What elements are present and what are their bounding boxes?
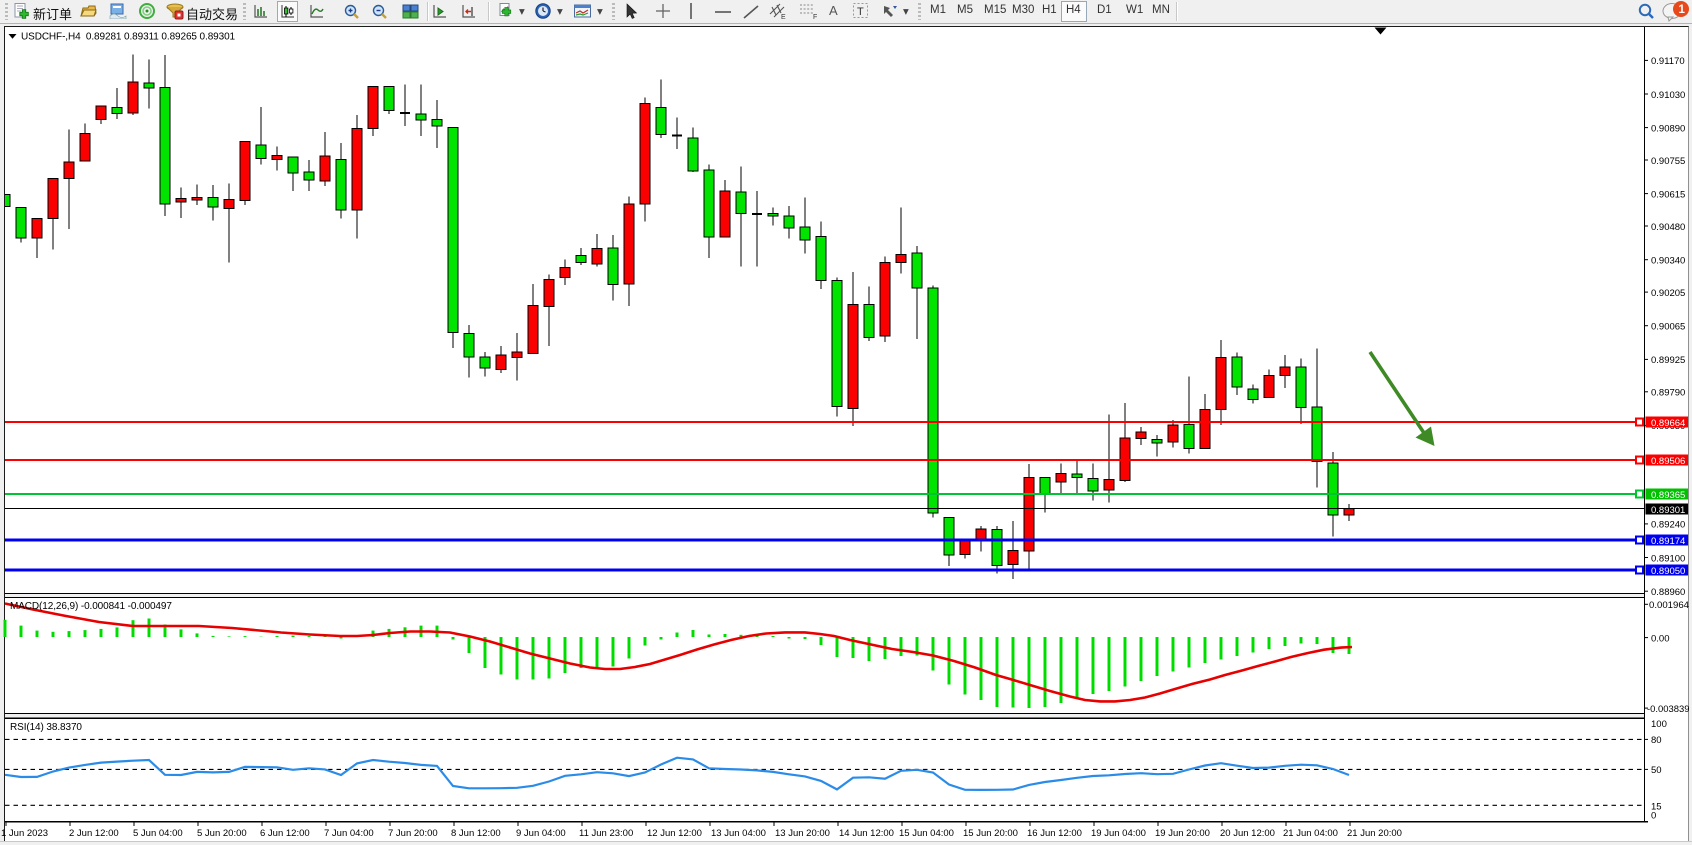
svg-text:12 Jun 12:00: 12 Jun 12:00 [647,828,702,839]
svg-text:0.90755: 0.90755 [1651,156,1685,167]
svg-text:0.90205: 0.90205 [1651,288,1685,299]
svg-text:21 Jun 04:00: 21 Jun 04:00 [1283,828,1338,839]
svg-text:1: 1 [1679,4,1686,16]
svg-text:15 Jun 20:00: 15 Jun 20:00 [963,828,1018,839]
svg-text:6 Jun 12:00: 6 Jun 12:00 [260,828,310,839]
svg-text:14 Jun 12:00: 14 Jun 12:00 [839,828,894,839]
svg-text:1 Jun 2023: 1 Jun 2023 [1,828,48,839]
svg-text:15 Jun 04:00: 15 Jun 04:00 [899,828,954,839]
svg-text:0: 0 [1651,810,1656,821]
svg-text:19 Jun 20:00: 19 Jun 20:00 [1155,828,1210,839]
svg-text:0.90890: 0.90890 [1651,123,1685,134]
svg-text:13 Jun 20:00: 13 Jun 20:00 [775,828,830,839]
svg-text:0.89365: 0.89365 [1651,490,1685,501]
svg-text:5 Jun 20:00: 5 Jun 20:00 [197,828,247,839]
svg-text:0.00: 0.00 [1651,633,1670,644]
svg-text:T: T [857,6,864,18]
svg-text:0.91030: 0.91030 [1651,90,1685,101]
svg-text:0.89790: 0.89790 [1651,388,1685,399]
svg-text:RSI(14) 38.8370: RSI(14) 38.8370 [10,722,82,733]
svg-text:20 Jun 12:00: 20 Jun 12:00 [1220,828,1275,839]
svg-text:0.89664: 0.89664 [1651,418,1685,429]
svg-text:0.001964: 0.001964 [1649,600,1689,611]
svg-text:0.91170: 0.91170 [1651,56,1685,67]
svg-text:5 Jun 04:00: 5 Jun 04:00 [133,828,183,839]
svg-text:F: F [813,14,817,20]
svg-text:0.88960: 0.88960 [1651,587,1685,598]
svg-text:MACD(12,26,9) -0.000841 -0.000: MACD(12,26,9) -0.000841 -0.000497 [10,601,172,612]
svg-text:7 Jun 04:00: 7 Jun 04:00 [324,828,374,839]
svg-text:0.89100: 0.89100 [1651,553,1685,564]
svg-text:0.89301: 0.89301 [1651,505,1685,516]
svg-text:50: 50 [1651,765,1662,776]
svg-text:16 Jun 12:00: 16 Jun 12:00 [1027,828,1082,839]
svg-text:7 Jun 20:00: 7 Jun 20:00 [388,828,438,839]
svg-text:19 Jun 04:00: 19 Jun 04:00 [1091,828,1146,839]
svg-text:0.89050: 0.89050 [1651,566,1685,577]
svg-text:11 Jun 23:00: 11 Jun 23:00 [579,828,633,839]
svg-text:0.90615: 0.90615 [1651,189,1685,200]
svg-text:2 Jun 12:00: 2 Jun 12:00 [69,828,119,839]
svg-text:100: 100 [1651,719,1667,730]
svg-text:0.90480: 0.90480 [1651,222,1685,233]
svg-text:E: E [781,14,786,20]
svg-text:-0.003839: -0.003839 [1647,704,1690,715]
svg-text:8 Jun 12:00: 8 Jun 12:00 [451,828,501,839]
svg-text:0.89174: 0.89174 [1651,536,1685,547]
svg-text:USDCHF-,H4 0.89281 0.89311 0.: USDCHF-,H4 0.89281 0.89311 0.89265 0.893… [21,32,236,43]
svg-text:0.90340: 0.90340 [1651,256,1685,267]
svg-text:21 Jun 20:00: 21 Jun 20:00 [1347,828,1402,839]
svg-text:9 Jun 04:00: 9 Jun 04:00 [516,828,566,839]
svg-text:80: 80 [1651,735,1662,746]
svg-text:0.89240: 0.89240 [1651,520,1685,531]
svg-text:0.90065: 0.90065 [1651,322,1685,333]
svg-text:13 Jun 04:00: 13 Jun 04:00 [711,828,766,839]
svg-text:0.89506: 0.89506 [1651,456,1685,467]
svg-text:15: 15 [1651,801,1662,812]
svg-text:0.89925: 0.89925 [1651,355,1685,366]
